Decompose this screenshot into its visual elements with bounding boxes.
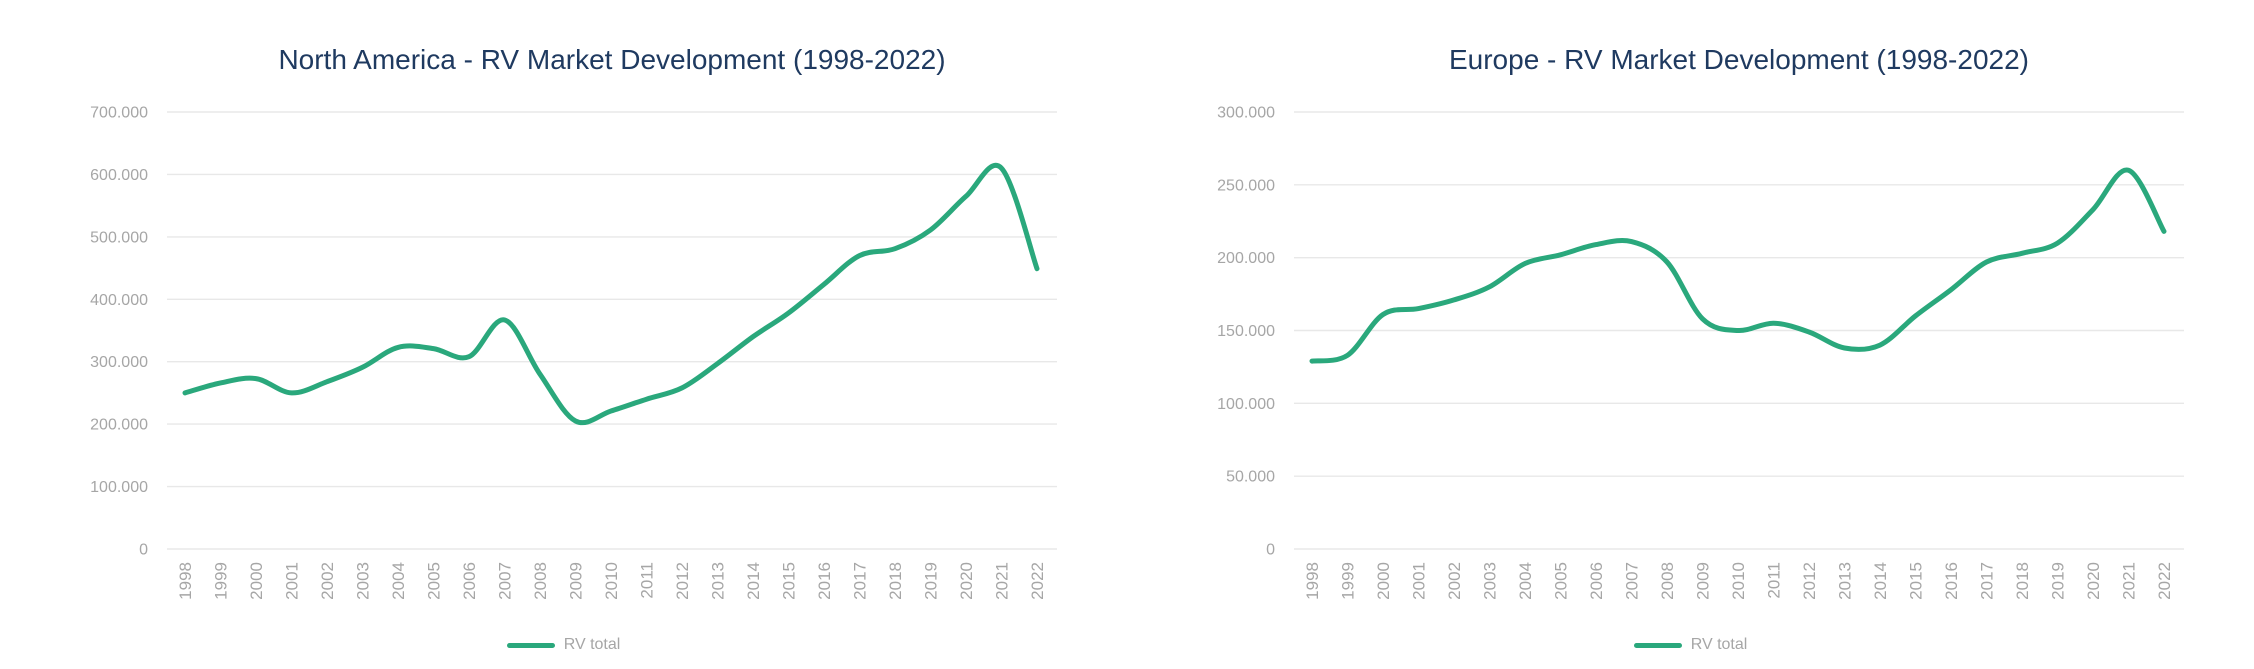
y-axis-tick-label: 400.000 bbox=[90, 292, 148, 309]
rv-total-line bbox=[182, 163, 1040, 426]
x-axis-year-label: 2021 bbox=[2120, 562, 2139, 600]
x-axis-year-label: 2017 bbox=[851, 562, 870, 600]
x-axis-year-label: 2003 bbox=[1481, 562, 1500, 600]
europe-chart: 0 50.000 100.000 150.000 200.000 250.000 300.0… bbox=[1127, 0, 2254, 669]
x-axis-year-label: 2003 bbox=[354, 562, 373, 600]
x-axis-year-label: 2013 bbox=[1836, 562, 1855, 600]
x-axis-year-label: 2020 bbox=[2084, 562, 2103, 600]
legend-label: RV total bbox=[1690, 636, 1748, 653]
x-axis-year-label: 2021 bbox=[993, 562, 1012, 600]
x-axis-year-label: 1998 bbox=[1303, 562, 1322, 600]
north-america-chart: 0 100.000 200.000 300.000 400.000 500.000 600.… bbox=[0, 44, 1127, 658]
x-axis-year-label: 2006 bbox=[1587, 562, 1606, 600]
europe-line-plot: 0 50.000 100.000 150.000 200.000 250.000 300.0… bbox=[1217, 105, 2184, 600]
legend: RV total bbox=[0, 632, 1127, 658]
x-axis-year-label: 2020 bbox=[957, 562, 976, 600]
x-axis-year-label: 2010 bbox=[1729, 562, 1748, 600]
x-axis-year-label: 2015 bbox=[1907, 562, 1926, 600]
x-axis-year-label: 2014 bbox=[1871, 562, 1890, 600]
x-axis-year-label: 2013 bbox=[709, 562, 728, 600]
y-axis-tick-label: 700.000 bbox=[90, 105, 148, 122]
chart-title: Europe - RV Market Development (1998-202… bbox=[1448, 44, 2029, 76]
x-axis-year-label: 2001 bbox=[1410, 562, 1429, 600]
x-axis-year-label: 2002 bbox=[1445, 562, 1464, 600]
y-axis-tick-label: 100.000 bbox=[90, 479, 148, 496]
x-axis-year-label: 2000 bbox=[247, 562, 266, 600]
y-axis-tick-label: 200.000 bbox=[90, 417, 148, 434]
y-axis-tick-label: 50.000 bbox=[1226, 469, 1275, 486]
y-axis-tick-label: 200.000 bbox=[1217, 250, 1275, 267]
x-axis-year-label: 2004 bbox=[1516, 562, 1535, 600]
x-axis-year-label: 2008 bbox=[531, 562, 550, 600]
y-axis-tick-label: 0 bbox=[139, 542, 148, 559]
x-axis-year-label: 2011 bbox=[1765, 562, 1784, 599]
x-axis-year-label: 2009 bbox=[1694, 562, 1713, 600]
x-axis-year-label: 2010 bbox=[602, 562, 621, 600]
x-axis-year-label: 2007 bbox=[1623, 562, 1642, 600]
y-axis-tick-label: 250.000 bbox=[1217, 177, 1275, 194]
x-axis-year-label: 2005 bbox=[1552, 562, 1571, 600]
x-axis-year-label: 1999 bbox=[1339, 562, 1358, 600]
x-axis-year-label: 2007 bbox=[496, 562, 515, 600]
y-axis-tick-label: 500.000 bbox=[90, 229, 148, 246]
x-axis-year-label: 2000 bbox=[1374, 562, 1393, 600]
x-axis-year-label: 2012 bbox=[673, 562, 692, 600]
y-axis-tick-label: 0 bbox=[1266, 542, 1275, 559]
y-axis-tick-label: 100.000 bbox=[1217, 396, 1275, 413]
x-axis-year-label: 2019 bbox=[922, 562, 941, 600]
x-axis-year-label: 2016 bbox=[815, 562, 834, 600]
rv-total-line bbox=[1309, 167, 2167, 364]
x-axis-year-label: 2017 bbox=[1978, 562, 1997, 600]
x-axis-year-label: 2019 bbox=[2049, 562, 2068, 600]
y-axis-tick-label: 150.000 bbox=[1217, 323, 1275, 340]
north-america-line-plot: 0 100.000 200.000 300.000 400.000 500.000 600.… bbox=[90, 105, 1057, 600]
x-axis-year-label: 2006 bbox=[460, 562, 479, 600]
x-axis-year-label: 1998 bbox=[176, 562, 195, 600]
x-axis-year-label: 2018 bbox=[2013, 562, 2032, 600]
x-axis-year-label: 2002 bbox=[318, 562, 337, 600]
legend-label: RV total bbox=[563, 636, 621, 653]
chart-title: North America - RV Market Development (1… bbox=[278, 44, 946, 76]
y-axis-tick-label: 300.000 bbox=[1217, 105, 1275, 122]
x-axis-year-label: 2022 bbox=[2155, 562, 2174, 600]
y-axis-tick-label: 600.000 bbox=[90, 167, 148, 184]
x-axis-year-label: 2004 bbox=[389, 562, 408, 600]
x-axis-year-label: 2011 bbox=[638, 562, 657, 599]
x-axis-year-label: 2016 bbox=[1942, 562, 1961, 600]
x-axis-year-label: 2008 bbox=[1658, 562, 1677, 600]
legend-line-swatch bbox=[1633, 642, 1682, 648]
x-axis-year-label: 2001 bbox=[283, 562, 302, 600]
x-axis-year-label: 2014 bbox=[744, 562, 763, 600]
legend: RV total bbox=[1127, 632, 2254, 658]
x-axis-year-label: 2005 bbox=[425, 562, 444, 600]
x-axis-year-label: 2022 bbox=[1028, 562, 1047, 600]
x-axis-year-label: 1999 bbox=[212, 562, 231, 600]
y-axis-tick-label: 300.000 bbox=[90, 354, 148, 371]
legend-line-swatch bbox=[506, 642, 555, 648]
x-axis-year-label: 2009 bbox=[567, 562, 586, 600]
x-axis-year-label: 2018 bbox=[886, 562, 905, 600]
x-axis-year-label: 2012 bbox=[1800, 562, 1819, 600]
x-axis-year-label: 2015 bbox=[780, 562, 799, 600]
